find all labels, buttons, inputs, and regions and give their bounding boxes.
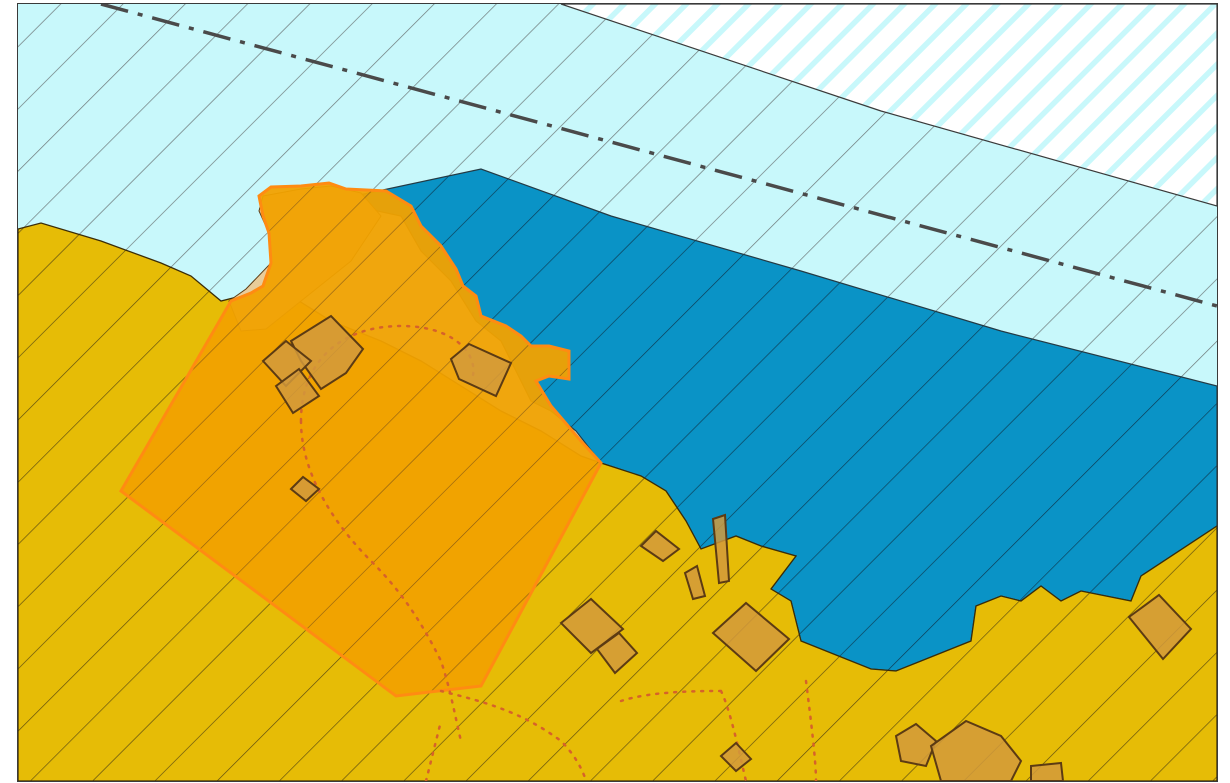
building bbox=[289, 475, 321, 503]
map-canvas[interactable] bbox=[17, 3, 1218, 782]
building bbox=[711, 601, 791, 673]
building bbox=[719, 741, 753, 773]
building bbox=[683, 564, 707, 601]
building bbox=[711, 513, 731, 585]
boundary-dash-dot-line bbox=[100, 4, 1217, 308]
dotted-path bbox=[299, 324, 818, 781]
map-svg bbox=[18, 4, 1217, 781]
building bbox=[261, 339, 313, 388]
highlighted-parcel[interactable] bbox=[119, 181, 603, 698]
building bbox=[929, 719, 1023, 781]
building bbox=[894, 722, 938, 768]
building bbox=[559, 597, 625, 655]
building bbox=[595, 631, 639, 675]
building bbox=[1127, 593, 1193, 661]
building bbox=[274, 367, 321, 415]
zone-white-band bbox=[560, 4, 1217, 207]
building bbox=[1030, 761, 1065, 781]
buildings bbox=[261, 314, 1193, 781]
building bbox=[449, 342, 513, 398]
building bbox=[639, 529, 681, 563]
